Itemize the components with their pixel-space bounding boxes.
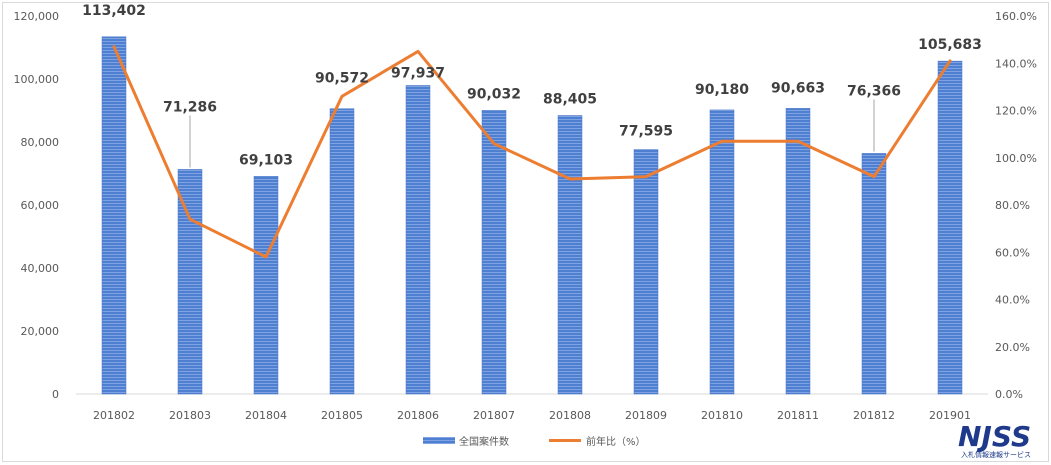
- logo-wordmark: NJSS: [958, 420, 1031, 453]
- x-tick-label: 201807: [473, 409, 515, 422]
- left-tick-label: 120,000: [14, 10, 60, 23]
- label-leader-lines: [189, 99, 875, 168]
- data-label: 105,683: [918, 37, 982, 53]
- data-label: 90,180: [695, 82, 749, 98]
- bar-201803: [177, 169, 203, 395]
- bar-201802: [101, 36, 127, 395]
- bar-201810: [709, 109, 735, 395]
- x-tick-label: 201808: [549, 409, 591, 422]
- right-tick-label: 0.0%: [995, 388, 1023, 401]
- left-tick-label: 80,000: [21, 136, 60, 149]
- x-tick-label: 201812: [853, 409, 895, 422]
- legend-label-line: 前年比（%）: [586, 435, 646, 448]
- bar-data-labels: 113,402 71,286 69,103 90,572 97,937 90,032 88,…: [82, 3, 982, 169]
- data-label: 76,366: [847, 83, 901, 99]
- bar-201806: [405, 85, 431, 395]
- right-tick-label: 40.0%: [995, 294, 1030, 307]
- data-label: 90,032: [467, 86, 521, 102]
- bar-201808: [557, 115, 583, 395]
- bar-201811: [785, 108, 811, 395]
- x-tick-label: 201809: [625, 409, 667, 422]
- bar-201807: [481, 110, 507, 395]
- combo-chart: 020,00040,00060,00080,000100,000120,000 …: [14, 3, 1037, 459]
- right-tick-label: 80.0%: [995, 199, 1030, 212]
- left-tick-label: 0: [52, 388, 59, 401]
- line-series: [112, 45, 952, 259]
- x-tick-label: 201803: [169, 409, 211, 422]
- left-tick-label: 40,000: [21, 262, 60, 275]
- data-label: 69,103: [239, 152, 293, 168]
- right-tick-label: 140.0%: [995, 57, 1037, 70]
- x-tick-label: 201901: [929, 409, 971, 422]
- legend-label-bar: 全国案件数: [459, 435, 509, 448]
- x-tick-label: 201810: [701, 409, 743, 422]
- left-tick-label: 60,000: [21, 199, 60, 212]
- right-tick-label: 100.0%: [995, 152, 1037, 165]
- data-label: 77,595: [619, 124, 673, 140]
- x-tick-label: 201804: [245, 409, 287, 422]
- data-label: 97,937: [391, 65, 445, 81]
- x-tick-label: 201806: [397, 409, 439, 422]
- data-label: 113,402: [82, 3, 146, 19]
- x-axis-tick-labels: 201802 201803 201804 201805 201806 201807 2018…: [93, 409, 971, 422]
- legend-swatch-bar: [423, 437, 455, 444]
- left-axis: 0 20,000 40,000 60,000 80,000 100,000 120,000: [14, 10, 60, 401]
- bar-201901: [937, 60, 963, 395]
- right-axis: 0.0% 20.0% 40.0% 60.0% 80.0% 100.0% 120.0% 140.…: [995, 10, 1037, 401]
- right-tick-label: 60.0%: [995, 246, 1030, 259]
- bar-201809: [633, 149, 659, 395]
- right-tick-label: 120.0%: [995, 105, 1037, 118]
- left-tick-label: 100,000: [14, 73, 60, 86]
- x-tick-label: 201811: [777, 409, 819, 422]
- left-tick-label: 20,000: [21, 325, 60, 338]
- right-tick-label: 160.0%: [995, 10, 1037, 23]
- data-label: 88,405: [543, 92, 597, 108]
- x-tick-label: 201805: [321, 409, 363, 422]
- yoy-ratio-line: [112, 45, 952, 259]
- bar-201812: [861, 153, 887, 395]
- bar-201805: [329, 108, 355, 395]
- x-tick-label: 201802: [93, 409, 135, 422]
- bar-201804: [253, 176, 279, 395]
- bar-series: [101, 36, 963, 395]
- right-tick-label: 20.0%: [995, 341, 1030, 354]
- legend: 全国案件数 前年比（%）: [423, 435, 646, 448]
- data-label: 71,286: [163, 99, 217, 115]
- data-label: 90,572: [315, 71, 369, 87]
- njss-logo: NJSS 入札情報速報サービス: [958, 420, 1031, 459]
- logo-tagline: 入札情報速報サービス: [961, 450, 1031, 459]
- data-label: 90,663: [771, 80, 825, 96]
